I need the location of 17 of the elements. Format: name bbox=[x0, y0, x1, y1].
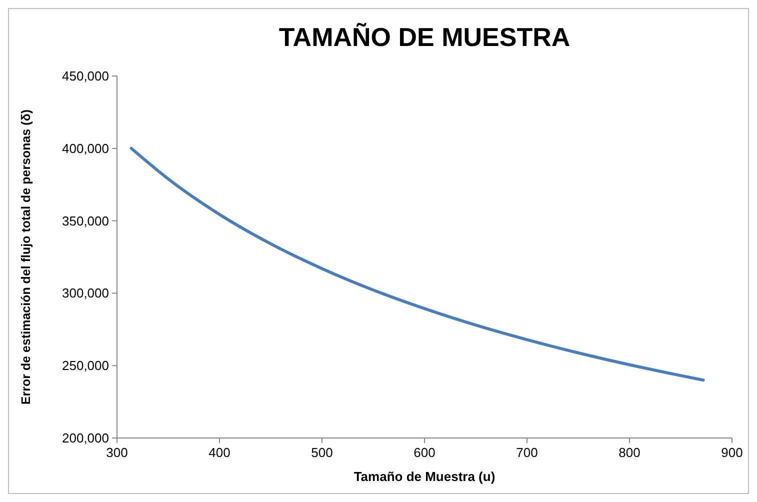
x-tick-label: 700 bbox=[516, 445, 538, 460]
y-tick-label: 450,000 bbox=[62, 68, 109, 84]
y-tick-label: 400,000 bbox=[62, 140, 109, 156]
y-axis-title: Error de estimación del flujo total de personas (δ) bbox=[19, 109, 33, 405]
x-tick-label: 300 bbox=[106, 445, 128, 460]
x-axis-title: Tamaño de Muestra (u) bbox=[354, 469, 496, 484]
x-tick-label: 500 bbox=[311, 445, 333, 460]
y-tick-label: 200,000 bbox=[62, 430, 109, 446]
x-tick-label: 800 bbox=[618, 445, 640, 460]
x-tick-label: 600 bbox=[414, 445, 436, 460]
y-tick-label: 250,000 bbox=[62, 358, 109, 374]
line-series bbox=[130, 146, 705, 382]
y-tick-label: 350,000 bbox=[62, 213, 109, 228]
chart-title: TAMAÑO DE MUESTRA bbox=[278, 22, 570, 52]
x-tick-label: 400 bbox=[208, 445, 230, 460]
y-tick-label: 300,000 bbox=[62, 286, 109, 301]
x-tick-label: 900 bbox=[721, 445, 743, 460]
